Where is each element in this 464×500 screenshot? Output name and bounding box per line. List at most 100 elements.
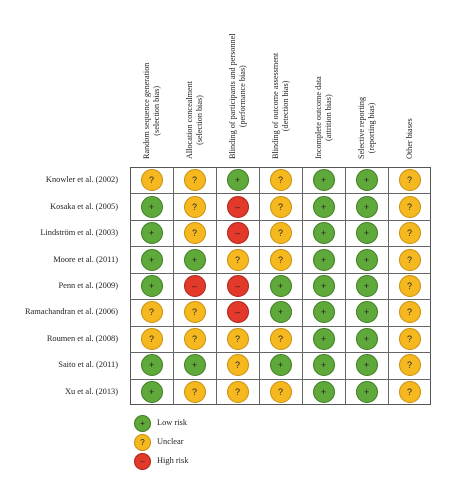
study-label: Knowler et al. (2002) [45,175,118,185]
unclear-risk-icon: ? [269,248,292,271]
study-label: Kosaka et al. (2005) [50,201,118,211]
low-risk-icon: + [269,301,292,324]
low-risk-icon: + [269,275,292,297]
study-label: Roumen et al. (2008) [46,333,118,343]
unclear-risk-icon: ? [398,222,421,245]
risk-grid-frame [130,167,431,405]
low-risk-icon: + [269,354,292,377]
unclear-risk-icon: ? [183,301,206,324]
low-risk-icon: + [355,354,378,377]
grid-column-divider [345,167,346,405]
high-risk-legend-icon: – [134,453,151,470]
low-risk-icon: + [183,248,206,271]
low-risk-legend-icon: + [134,415,151,432]
column-header: Selective reporting (reporting bias) [357,97,377,159]
unclear-risk-icon: ? [398,248,421,271]
low-risk-icon: + [312,275,335,297]
column-header: Incomplete outcome data (attrition bias) [314,76,334,159]
low-risk-icon: + [312,380,335,403]
legend-label: High risk [157,456,189,465]
low-risk-icon: + [312,354,335,377]
unclear-risk-icon: ? [140,301,163,324]
legend-label: Unclear [157,437,184,446]
high-risk-icon: – [183,275,206,297]
column-header-title: Incomplete outcome data [313,76,323,159]
unclear-risk-icon: ? [398,327,421,350]
low-risk-icon: + [312,248,335,271]
high-risk-icon: – [226,195,249,218]
unclear-risk-icon: ? [269,169,292,192]
high-risk-icon: – [226,275,249,297]
column-header-title: Blinding of outcome assessment [270,52,280,159]
column-header-title: Other biases [404,118,414,159]
unclear-risk-icon: ? [183,195,206,218]
column-header-subtitle: (performance bias) [237,65,247,128]
study-label: Moore et al. (2011) [53,254,118,264]
grid-row-divider [130,325,431,327]
unclear-risk-icon: ? [269,380,292,403]
low-risk-icon: + [140,354,163,377]
unclear-risk-icon: ? [226,354,249,377]
grid-column-divider [302,167,303,405]
study-label: Xu et al. (2013) [64,386,118,396]
unclear-risk-icon: ? [183,222,206,245]
unclear-risk-icon: ? [183,169,206,192]
high-risk-icon: – [226,301,249,324]
study-label: Lindström et al. (2003) [40,228,118,238]
unclear-risk-icon: ? [398,195,421,218]
unclear-risk-icon: ? [398,354,421,377]
grid-column-divider [216,167,217,405]
column-header: Allocation concealment (selection bias) [185,81,205,159]
legend-label: Low risk [157,418,188,427]
grid-column-divider [173,167,174,405]
unclear-risk-icon: ? [140,327,163,350]
low-risk-icon: + [312,327,335,350]
study-label: Ramachandran et al. (2006) [24,307,118,317]
low-risk-icon: + [355,169,378,192]
grid-row-divider [130,299,431,301]
grid-row-divider [130,219,431,221]
grid-row-divider [130,378,431,380]
low-risk-icon: + [355,380,378,403]
low-risk-icon: + [312,301,335,324]
column-header: Other biases [405,118,415,159]
grid-row-divider [130,193,431,195]
grid-row-divider [130,352,431,354]
grid-column-divider [259,167,260,405]
low-risk-icon: + [355,195,378,218]
unclear-risk-legend-icon: ? [134,434,151,451]
low-risk-icon: + [312,222,335,245]
column-header-title: Allocation concealment [184,81,194,159]
unclear-risk-icon: ? [140,169,163,192]
low-risk-icon: + [140,195,163,218]
unclear-risk-icon: ? [269,195,292,218]
column-header-subtitle: (detection bias) [280,80,290,132]
grid-row-divider [130,246,431,248]
unclear-risk-icon: ? [398,301,421,324]
column-header-subtitle: (selection bias) [151,85,161,136]
high-risk-icon: – [226,222,249,245]
grid-row-divider [130,272,431,274]
column-header-subtitle: (attrition bias) [323,94,333,141]
low-risk-icon: + [355,327,378,350]
study-label: Penn et al. (2009) [58,281,118,290]
low-risk-icon: + [140,248,163,271]
low-risk-icon: + [355,301,378,324]
low-risk-icon: + [183,354,206,377]
unclear-risk-icon: ? [183,380,206,403]
unclear-risk-icon: ? [398,275,421,297]
column-header-title: Selective reporting [356,96,366,159]
low-risk-icon: + [226,169,249,192]
unclear-risk-icon: ? [226,248,249,271]
grid-column-divider [388,167,389,405]
low-risk-icon: + [140,275,163,297]
column-header: Blinding of participants and personnel (p… [228,33,248,159]
unclear-risk-icon: ? [269,222,292,245]
low-risk-icon: + [312,169,335,192]
low-risk-icon: + [140,222,163,245]
column-header: Random sequence generation (selection bia… [142,63,162,159]
unclear-risk-icon: ? [183,327,206,350]
column-header-subtitle: (reporting bias) [366,102,376,154]
low-risk-icon: + [312,195,335,218]
